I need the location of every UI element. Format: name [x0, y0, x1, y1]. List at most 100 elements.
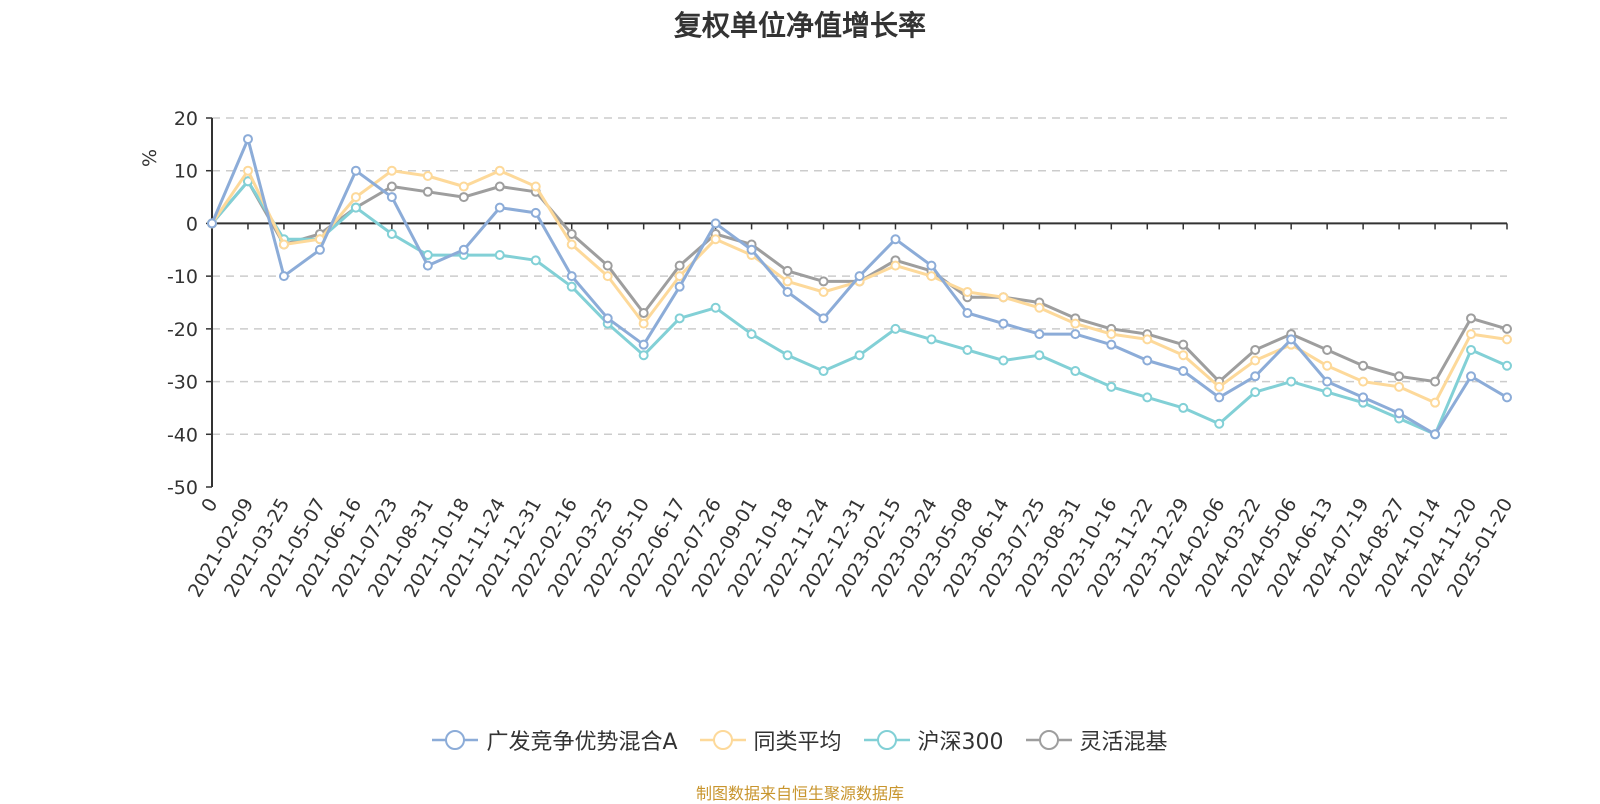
data-point: [422, 260, 433, 271]
data-point: [1286, 376, 1297, 387]
legend-swatch-marker: [445, 730, 466, 750]
data-point: [422, 170, 433, 181]
data-point: [1394, 371, 1405, 382]
legend-swatch-marker: [712, 730, 733, 750]
data-point: [1358, 392, 1369, 403]
data-point: [1142, 392, 1153, 403]
data-point: [1358, 360, 1369, 371]
data-point: [530, 181, 541, 192]
data-point: [566, 239, 577, 250]
data-point: [566, 228, 577, 239]
data-point: [1250, 387, 1261, 398]
series-line: [210, 169, 1508, 405]
legend-item[interactable]: 广发竞争优势混合A: [432, 724, 678, 756]
data-point: [278, 239, 289, 250]
data-point: [746, 244, 757, 255]
legend-item[interactable]: 同类平均: [699, 724, 842, 756]
data-point: [1214, 418, 1225, 429]
y-tick-label: -20: [167, 319, 198, 341]
data-point: [782, 265, 793, 276]
source-note: 制图数据来自恒生聚源数据库: [695, 784, 904, 803]
data-point: [818, 366, 829, 377]
data-point: [710, 218, 721, 229]
data-point: [638, 308, 649, 319]
data-point: [1214, 381, 1225, 392]
legend-label: 同类平均: [753, 730, 842, 755]
data-point: [1358, 376, 1369, 387]
data-point: [1034, 302, 1045, 313]
data-point: [386, 181, 397, 192]
legend-swatch-marker: [876, 730, 897, 750]
data-point: [1250, 344, 1261, 355]
data-point: [1322, 387, 1333, 398]
data-point: [962, 344, 973, 355]
data-point: [782, 286, 793, 297]
data-point: [350, 165, 361, 176]
y-tick-label: -50: [167, 477, 198, 499]
y-tick-label: 0: [186, 213, 198, 235]
data-point: [818, 313, 829, 324]
data-point: [1214, 392, 1225, 403]
data-point: [1106, 329, 1117, 340]
data-point: [1178, 402, 1189, 413]
legend-item[interactable]: 沪深300: [863, 724, 1004, 756]
legend-label: 广发竞争优势混合A: [486, 730, 678, 755]
data-point: [494, 250, 505, 261]
data-point: [1250, 355, 1261, 366]
data-point: [1286, 334, 1297, 345]
data-point: [890, 323, 901, 334]
series-line: [210, 137, 1508, 436]
data-point: [1070, 318, 1081, 329]
data-point: [1466, 313, 1477, 324]
data-point: [530, 255, 541, 266]
data-point: [1322, 376, 1333, 387]
data-point: [854, 350, 865, 361]
data-point: [1178, 366, 1189, 377]
data-point: [1394, 408, 1405, 419]
data-point: [458, 181, 469, 192]
data-point: [890, 260, 901, 271]
y-tick-label: -30: [167, 372, 198, 394]
legend: 广发竞争优势混合A 同类平均 沪深300 灵活混基: [0, 724, 1600, 756]
data-point: [962, 308, 973, 319]
data-point: [1142, 355, 1153, 366]
data-point: [1430, 376, 1441, 387]
legend-label: 灵活混基: [1079, 730, 1168, 755]
data-point: [242, 165, 253, 176]
x-tick-label: 0: [197, 495, 222, 516]
data-point: [207, 218, 217, 229]
data-point: [1502, 334, 1512, 345]
data-point: [782, 276, 793, 287]
data-point: [602, 260, 613, 271]
series-lines: [207, 134, 1512, 440]
data-point: [1466, 344, 1477, 355]
data-point: [674, 271, 685, 282]
y-tick-label: -10: [167, 266, 198, 288]
data-point: [1034, 329, 1045, 340]
data-point: [494, 165, 505, 176]
data-point: [602, 313, 613, 324]
data-point: [1430, 397, 1441, 408]
legend-item[interactable]: 灵活混基: [1025, 724, 1168, 756]
data-point: [566, 281, 577, 292]
data-point: [854, 271, 865, 282]
y-axis: 20 10 0 -10 -20 -30 -40 -50: [167, 108, 213, 499]
y-axis-label: %: [139, 149, 161, 167]
data-point: [458, 244, 469, 255]
data-point: [386, 228, 397, 239]
data-point: [674, 260, 685, 271]
data-point: [674, 281, 685, 292]
data-point: [1430, 429, 1441, 440]
data-point: [926, 334, 937, 345]
data-point: [422, 186, 433, 197]
data-point: [1142, 334, 1153, 345]
data-point: [818, 286, 829, 297]
data-point: [1178, 350, 1189, 361]
data-point: [890, 234, 901, 245]
data-point: [494, 202, 505, 213]
data-point: [962, 286, 973, 297]
data-point: [1322, 344, 1333, 355]
data-point: [1502, 392, 1512, 403]
data-point: [1178, 339, 1189, 350]
data-point: [602, 271, 613, 282]
